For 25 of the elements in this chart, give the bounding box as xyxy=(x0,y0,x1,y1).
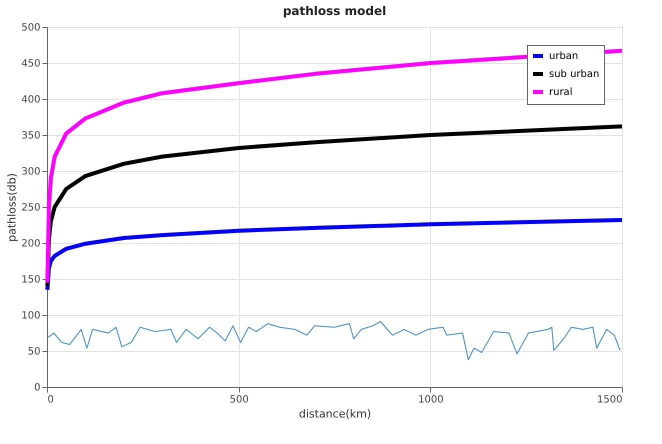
x-axis-title: distance(km) xyxy=(298,408,372,420)
y-tick-label: 350 xyxy=(21,130,40,142)
line-series xyxy=(45,124,624,288)
y-tick-label: 0 xyxy=(34,382,40,394)
y-tick-label: 500 xyxy=(21,22,40,34)
x-tick-label: 1000 xyxy=(418,394,444,406)
y-axis-title: pathloss(db) xyxy=(5,173,18,242)
y-tick-label: 50 xyxy=(28,346,40,358)
x-tick-label: 500 xyxy=(230,394,249,406)
y-tick-label: 100 xyxy=(21,310,40,322)
y-tick-label: 250 xyxy=(21,202,40,214)
line-series xyxy=(45,218,624,292)
line-series xyxy=(45,48,624,285)
legend-label: sub urban xyxy=(549,69,600,80)
legend-label: urban xyxy=(549,51,578,62)
y-tick-label: 300 xyxy=(21,166,40,178)
y-tick-label: 400 xyxy=(21,94,40,106)
y-tick-label: 200 xyxy=(21,238,40,250)
legend-label: rural xyxy=(549,87,572,98)
y-tick-label: 450 xyxy=(21,58,40,70)
x-tick-label: 0 xyxy=(48,394,54,406)
x-tick-label: 1500 xyxy=(597,394,622,406)
line-series xyxy=(48,320,621,360)
chart-title: pathloss model xyxy=(282,4,386,18)
y-tick-label: 150 xyxy=(21,274,40,286)
